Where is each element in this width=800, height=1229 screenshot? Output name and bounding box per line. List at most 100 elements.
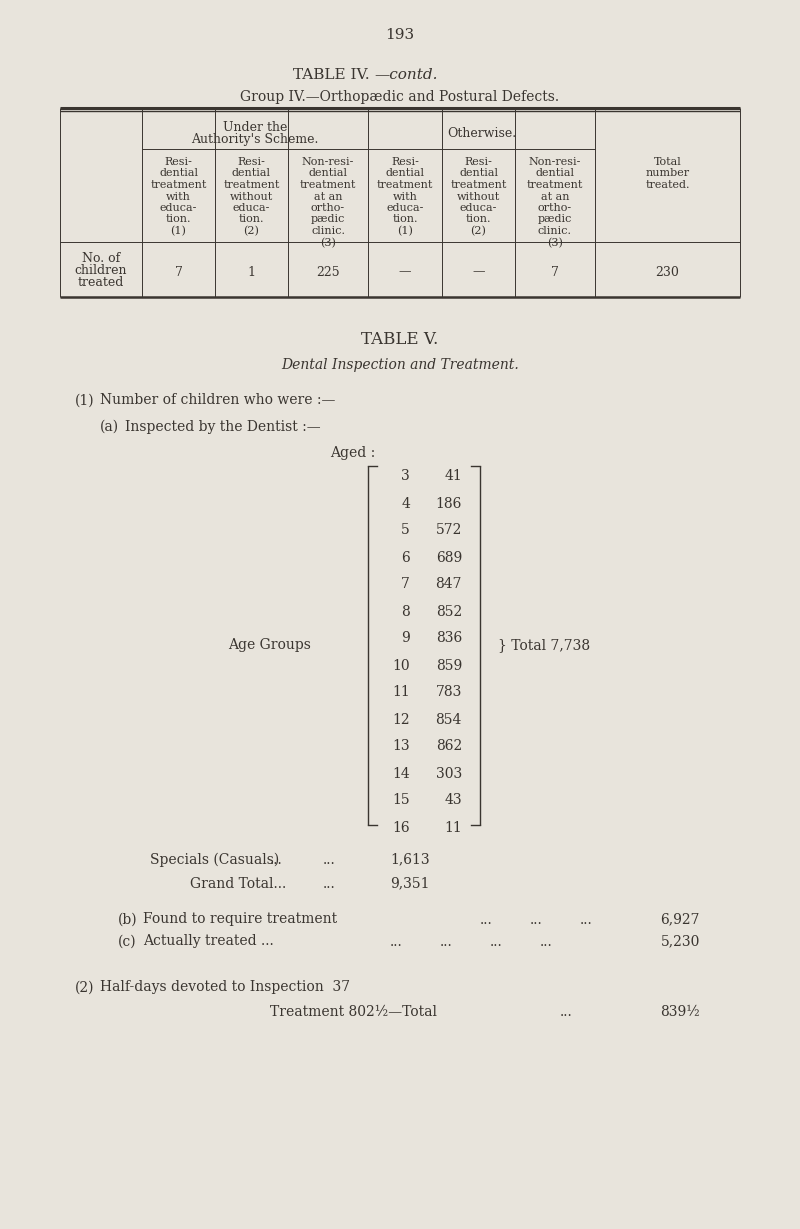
Text: No. of: No. of xyxy=(82,252,120,264)
Text: without: without xyxy=(230,192,273,202)
Text: 186: 186 xyxy=(436,497,462,510)
Text: children: children xyxy=(74,263,127,277)
Text: 4: 4 xyxy=(401,497,410,510)
Text: educa-: educa- xyxy=(233,203,270,213)
Text: 852: 852 xyxy=(436,605,462,618)
Text: 839½: 839½ xyxy=(660,1004,700,1019)
Text: treatment: treatment xyxy=(223,179,280,190)
Text: at an: at an xyxy=(541,192,570,202)
Text: dential: dential xyxy=(386,168,425,178)
Text: 5,230: 5,230 xyxy=(661,934,700,949)
Text: 13: 13 xyxy=(392,740,410,753)
Text: 303: 303 xyxy=(436,767,462,780)
Text: Found to require treatment: Found to require treatment xyxy=(143,912,337,927)
Text: Resi-: Resi- xyxy=(165,157,193,167)
Text: (1): (1) xyxy=(170,226,186,236)
Text: 689: 689 xyxy=(436,551,462,564)
Text: ...: ... xyxy=(480,912,493,927)
Text: treated: treated xyxy=(78,275,124,289)
Text: 854: 854 xyxy=(436,713,462,726)
Text: } Total 7,738: } Total 7,738 xyxy=(498,638,590,653)
Text: 225: 225 xyxy=(316,265,340,279)
Text: 7: 7 xyxy=(401,578,410,591)
Text: ...: ... xyxy=(560,1004,573,1019)
Text: dential: dential xyxy=(159,168,198,178)
Text: dential: dential xyxy=(459,168,498,178)
Text: Total: Total xyxy=(654,157,682,167)
Text: pædic: pædic xyxy=(311,215,345,225)
Text: treated.: treated. xyxy=(646,179,690,190)
Text: ...: ... xyxy=(490,934,502,949)
Text: dential: dential xyxy=(535,168,574,178)
Text: 6: 6 xyxy=(402,551,410,564)
Text: treatment: treatment xyxy=(450,179,506,190)
Text: Non-resi-: Non-resi- xyxy=(529,157,581,167)
Text: 572: 572 xyxy=(436,524,462,537)
Text: ...: ... xyxy=(530,912,542,927)
Text: educa-: educa- xyxy=(160,203,197,213)
Text: Half-days devoted to Inspection  37: Half-days devoted to Inspection 37 xyxy=(100,981,350,994)
Text: ...: ... xyxy=(323,876,336,891)
Text: 862: 862 xyxy=(436,740,462,753)
Text: number: number xyxy=(646,168,690,178)
Text: (3): (3) xyxy=(547,237,563,248)
Text: clinic.: clinic. xyxy=(311,226,345,236)
Text: at an: at an xyxy=(314,192,342,202)
Text: 3: 3 xyxy=(402,469,410,483)
Text: Resi-: Resi- xyxy=(465,157,493,167)
Text: 9: 9 xyxy=(402,632,410,645)
Text: 230: 230 xyxy=(655,265,679,279)
Text: 5: 5 xyxy=(402,524,410,537)
Text: 1,613: 1,613 xyxy=(390,853,430,866)
Text: 7: 7 xyxy=(551,265,559,279)
Text: (2): (2) xyxy=(470,226,486,236)
Text: Number of children who were :—: Number of children who were :— xyxy=(100,393,335,408)
Text: 11: 11 xyxy=(444,821,462,834)
Text: Non-resi-: Non-resi- xyxy=(302,157,354,167)
Text: dential: dential xyxy=(232,168,271,178)
Text: (1): (1) xyxy=(75,393,94,408)
Text: 836: 836 xyxy=(436,632,462,645)
Text: (1): (1) xyxy=(397,226,413,236)
Text: 8: 8 xyxy=(402,605,410,618)
Text: ...: ... xyxy=(440,934,453,949)
Text: 41: 41 xyxy=(444,469,462,483)
Text: tion.: tion. xyxy=(466,215,491,225)
Text: 15: 15 xyxy=(392,794,410,807)
Text: (2): (2) xyxy=(243,226,259,236)
Text: Resi-: Resi- xyxy=(391,157,419,167)
Text: 847: 847 xyxy=(435,578,462,591)
Text: dential: dential xyxy=(309,168,347,178)
Text: treatment: treatment xyxy=(527,179,583,190)
Text: (a): (a) xyxy=(100,419,119,434)
Text: TABLE V.: TABLE V. xyxy=(362,332,438,349)
Text: ...: ... xyxy=(323,853,336,866)
Text: —: — xyxy=(472,265,485,279)
Text: 12: 12 xyxy=(392,713,410,726)
Text: 10: 10 xyxy=(392,659,410,672)
Text: ortho-: ortho- xyxy=(311,203,345,213)
Text: 16: 16 xyxy=(392,821,410,834)
Text: Authority's Scheme.: Authority's Scheme. xyxy=(191,133,318,146)
Text: Grand Total...: Grand Total... xyxy=(190,876,286,891)
Text: 9,351: 9,351 xyxy=(390,876,430,891)
Text: ...: ... xyxy=(580,912,593,927)
Text: ortho-: ortho- xyxy=(538,203,572,213)
Text: 1: 1 xyxy=(247,265,255,279)
Text: 6,927: 6,927 xyxy=(661,912,700,927)
Text: Group IV.—Orthopædic and Postural Defects.: Group IV.—Orthopædic and Postural Defect… xyxy=(241,90,559,104)
Text: 14: 14 xyxy=(392,767,410,780)
Text: Aged :: Aged : xyxy=(330,445,375,460)
Text: treatment: treatment xyxy=(150,179,206,190)
Text: with: with xyxy=(166,192,191,202)
Text: treatment: treatment xyxy=(300,179,356,190)
Text: tion.: tion. xyxy=(392,215,418,225)
Text: tion.: tion. xyxy=(238,215,264,225)
Text: 7: 7 xyxy=(174,265,182,279)
Text: Under the: Under the xyxy=(223,120,287,134)
Text: (2): (2) xyxy=(75,981,94,994)
Text: treatment: treatment xyxy=(377,179,433,190)
Text: tion.: tion. xyxy=(166,215,191,225)
Text: (b): (b) xyxy=(118,912,138,927)
Text: 859: 859 xyxy=(436,659,462,672)
